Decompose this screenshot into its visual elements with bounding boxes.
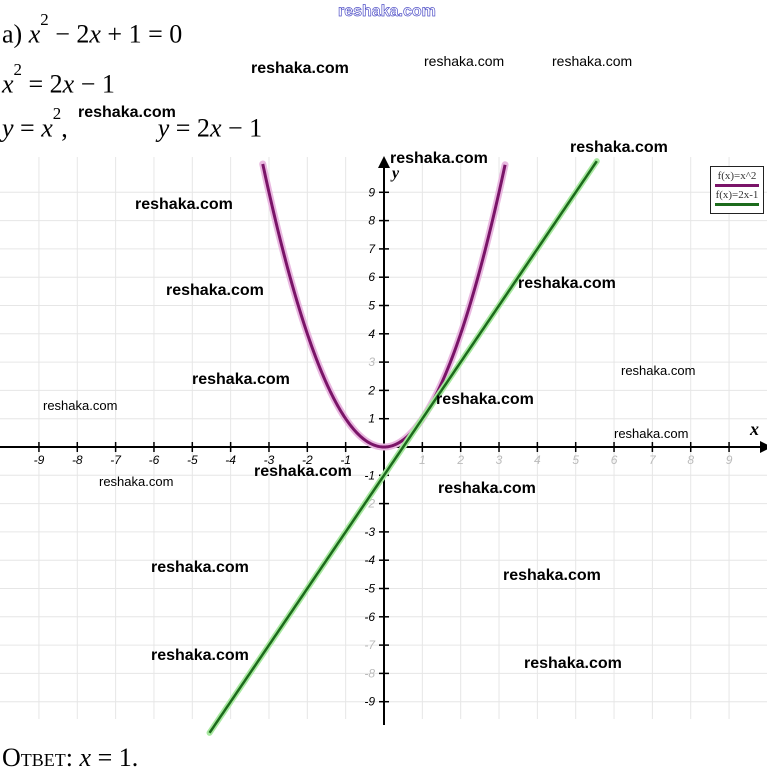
svg-text:7: 7 — [649, 453, 657, 467]
svg-text:3: 3 — [496, 453, 503, 467]
svg-text:-4: -4 — [364, 553, 375, 567]
svg-text:-3: -3 — [364, 525, 375, 539]
svg-text:8: 8 — [368, 214, 375, 228]
svg-text:-5: -5 — [187, 453, 198, 467]
svg-text:-9: -9 — [364, 695, 375, 709]
svg-text:-6: -6 — [149, 453, 160, 467]
svg-text:-5: -5 — [364, 582, 375, 596]
svg-text:6: 6 — [368, 270, 375, 284]
svg-text:-7: -7 — [364, 638, 376, 652]
svg-text:3: 3 — [368, 355, 375, 369]
svg-text:-6: -6 — [364, 610, 375, 624]
svg-text:-8: -8 — [72, 453, 83, 467]
svg-text:9: 9 — [726, 453, 733, 467]
svg-text:-9: -9 — [34, 453, 45, 467]
svg-text:4: 4 — [368, 327, 375, 341]
svg-text:-7: -7 — [110, 453, 122, 467]
svg-text:x: x — [749, 419, 759, 439]
svg-text:-8: -8 — [364, 666, 375, 680]
svg-text:1: 1 — [419, 453, 426, 467]
svg-text:-1: -1 — [364, 468, 375, 482]
svg-text:5: 5 — [572, 453, 579, 467]
svg-text:4: 4 — [534, 453, 541, 467]
svg-text:1: 1 — [368, 412, 375, 426]
svg-text:2: 2 — [456, 453, 464, 467]
svg-text:8: 8 — [687, 453, 694, 467]
svg-text:2: 2 — [367, 383, 375, 397]
svg-text:5: 5 — [368, 299, 375, 313]
svg-text:6: 6 — [611, 453, 618, 467]
svg-text:9: 9 — [368, 185, 375, 199]
svg-text:-4: -4 — [225, 453, 236, 467]
